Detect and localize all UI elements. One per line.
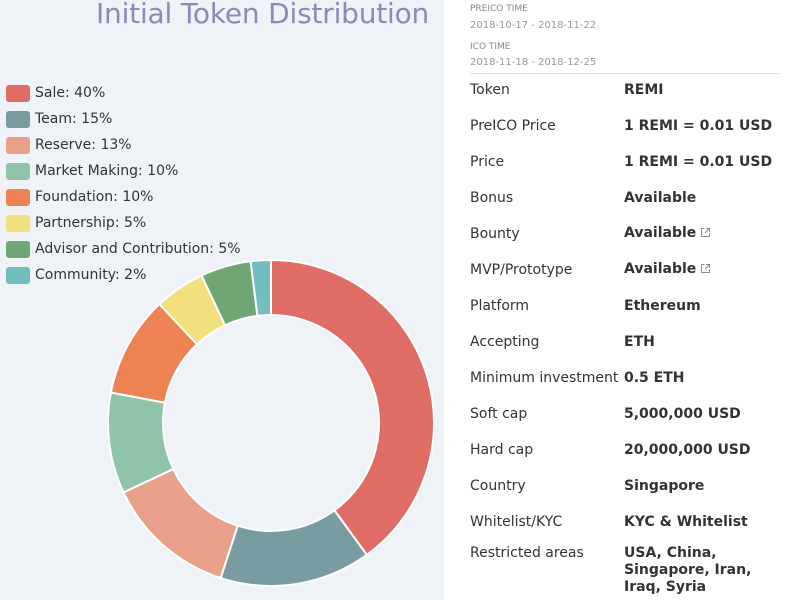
detail-key: Whitelist/KYC <box>470 514 563 530</box>
detail-value: REMI <box>624 82 663 99</box>
legend-swatch <box>6 84 30 102</box>
detail-row: Soft cap 5,000,000 USD <box>470 396 800 432</box>
detail-value: KYC & Whitelist <box>624 514 748 531</box>
detail-key: Token <box>470 82 510 98</box>
detail-key: Soft cap <box>470 406 528 422</box>
detail-value: USA, China, Singapore, Iran, Iraq, Syria <box>624 545 784 596</box>
detail-value: 20,000,000 USD <box>624 442 751 459</box>
detail-value: 1 REMI = 0.01 USD <box>624 154 772 171</box>
detail-value: Available <box>624 190 696 207</box>
legend-label: Advisor and Contribution: 5% <box>35 241 241 257</box>
detail-row: MVP/Prototype Available <box>470 252 800 288</box>
legend-item[interactable]: Partnership: 5% <box>6 210 241 236</box>
detail-row: Token REMI <box>470 72 800 108</box>
detail-row: PreICO Price 1 REMI = 0.01 USD <box>470 108 800 144</box>
detail-key: PreICO Price <box>470 118 556 134</box>
detail-key: Bounty <box>470 226 520 242</box>
detail-row: Hard cap 20,000,000 USD <box>470 432 800 468</box>
external-link-icon[interactable] <box>700 226 711 243</box>
detail-value-text: 0.5 ETH <box>624 369 685 386</box>
detail-row: Platform Ethereum <box>470 288 800 324</box>
detail-value-text: REMI <box>624 81 664 98</box>
legend-label: Foundation: 10% <box>35 189 154 205</box>
legend-swatch <box>6 162 30 180</box>
detail-value-text: 1 REMI = 0.01 USD <box>624 117 773 134</box>
ico-time-dates: 2018-11-18 - 2018-12-25 <box>470 57 597 68</box>
legend-item[interactable]: Reserve: 13% <box>6 132 241 158</box>
detail-row: Country Singapore <box>470 468 800 504</box>
details-panel: PREICO TIME 2018-10-17 - 2018-11-22 ICO … <box>444 0 800 600</box>
detail-row: Bonus Available <box>470 180 800 216</box>
detail-value: Singapore <box>624 478 704 495</box>
chart-title: Initial Token Distribution <box>96 0 430 30</box>
detail-row: Whitelist/KYC KYC & Whitelist <box>470 504 800 540</box>
ico-time-label: ICO TIME <box>470 42 511 52</box>
legend-item[interactable]: Team: 15% <box>6 106 241 132</box>
detail-value-text: 20,000,000 USD <box>624 441 751 458</box>
legend-item[interactable]: Community: 2% <box>6 262 241 288</box>
detail-key: Bonus <box>470 190 514 206</box>
detail-key: MVP/Prototype <box>470 262 573 278</box>
detail-value-text: KYC & Whitelist <box>624 513 748 530</box>
detail-row: Bounty Available <box>470 216 800 252</box>
detail-key: Minimum investment <box>470 370 619 386</box>
legend-item[interactable]: Foundation: 10% <box>6 184 241 210</box>
preico-time-dates: 2018-10-17 - 2018-11-22 <box>470 20 597 31</box>
detail-value-text: USA, China, Singapore, Iran, Iraq, Syria <box>624 545 752 595</box>
details-table: Token REMI PreICO Price 1 REMI = 0.01 USD Pr… <box>470 72 800 596</box>
legend-swatch <box>6 110 30 128</box>
detail-row: Minimum investment 0.5 ETH <box>470 360 800 396</box>
detail-row: Accepting ETH <box>470 324 800 360</box>
detail-row: Price 1 REMI = 0.01 USD <box>470 144 800 180</box>
legend-swatch <box>6 214 30 232</box>
detail-value[interactable]: Available <box>624 261 711 279</box>
legend-label: Community: 2% <box>35 267 147 283</box>
detail-value-text: Available <box>624 261 697 277</box>
legend-swatch <box>6 240 30 258</box>
legend-item[interactable]: Advisor and Contribution: 5% <box>6 236 241 262</box>
detail-value-text: Available <box>624 225 697 241</box>
legend-label: Team: 15% <box>35 111 113 127</box>
detail-value-text: ETH <box>624 333 655 350</box>
legend-swatch <box>6 266 30 284</box>
legend-label: Partnership: 5% <box>35 215 147 231</box>
legend-label: Market Making: 10% <box>35 163 179 179</box>
detail-value: 5,000,000 USD <box>624 406 741 423</box>
detail-value: 1 REMI = 0.01 USD <box>624 118 772 135</box>
legend-swatch <box>6 188 30 206</box>
detail-row: Restricted areas USA, China, Singapore, I… <box>470 540 800 596</box>
divider <box>470 73 780 74</box>
donut-slice[interactable] <box>270 258 435 557</box>
legend-label: Reserve: 13% <box>35 137 132 153</box>
detail-value: ETH <box>624 334 655 351</box>
donut-chart <box>107 258 435 587</box>
chart-panel: Initial Token Distribution Sale: 40% Team… <box>0 0 444 600</box>
detail-key: Platform <box>470 298 530 314</box>
legend-swatch <box>6 136 30 154</box>
external-link-icon[interactable] <box>700 262 711 279</box>
legend-item[interactable]: Sale: 40% <box>6 80 241 106</box>
detail-value-text: Singapore <box>624 477 705 494</box>
detail-value-text: Ethereum <box>624 297 701 314</box>
preico-time-label: PREICO TIME <box>470 4 528 14</box>
detail-value-text: 5,000,000 USD <box>624 405 741 422</box>
donut-slice[interactable] <box>249 258 272 317</box>
detail-value: Ethereum <box>624 298 701 315</box>
detail-key: Price <box>470 154 505 170</box>
detail-value: 0.5 ETH <box>624 370 685 387</box>
detail-key: Accepting <box>470 334 540 350</box>
detail-key: Hard cap <box>470 442 534 458</box>
detail-key: Country <box>470 478 526 494</box>
detail-key: Restricted areas <box>470 545 584 561</box>
chart-legend: Sale: 40% Team: 15% Reserve: 13% Market Mak… <box>6 80 241 288</box>
detail-value-text: 1 REMI = 0.01 USD <box>624 153 773 170</box>
detail-value[interactable]: Available <box>624 225 711 243</box>
legend-item[interactable]: Market Making: 10% <box>6 158 241 184</box>
detail-value-text: Available <box>624 189 697 206</box>
legend-label: Sale: 40% <box>35 85 106 101</box>
